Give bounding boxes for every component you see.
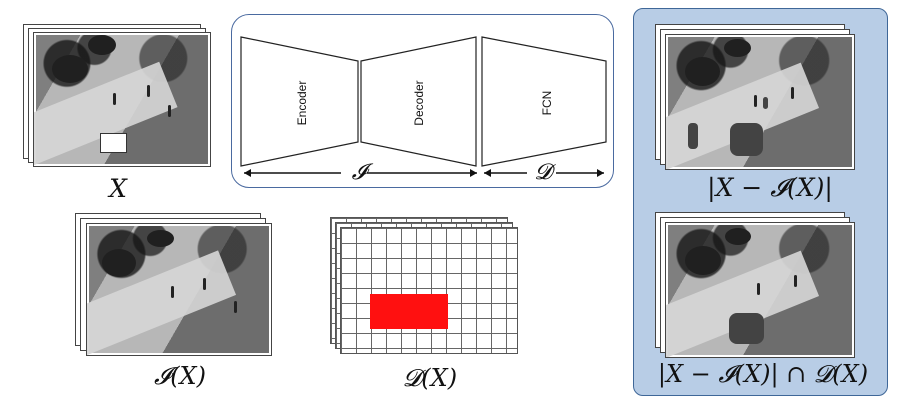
diff-person-2	[791, 87, 794, 99]
decision-map-stack	[330, 217, 520, 357]
person-1	[113, 93, 116, 105]
tree-2	[88, 35, 116, 55]
encoder-label: Encoder	[295, 80, 309, 126]
diff-red-mark-3	[763, 97, 768, 109]
i-arrow-head-right	[470, 169, 477, 177]
i-arrow-label: 𝓘	[351, 160, 367, 185]
decoder-label: Decoder	[412, 80, 426, 126]
d-arrow-head-left	[484, 169, 491, 177]
intersection-image-stack	[655, 212, 865, 362]
label-x: X	[109, 174, 127, 203]
input-image-frame	[33, 32, 211, 167]
intersection-person-2	[794, 275, 797, 287]
fcn-shape	[481, 36, 607, 167]
reconstructed-image-stack	[75, 213, 280, 360]
input-image-stack	[23, 24, 218, 169]
i-arrow-head-left	[244, 169, 251, 177]
intersection-person-1	[757, 283, 760, 295]
label-diff: |X − 𝓘(X)|	[707, 173, 833, 202]
label-dx: 𝓓(X)	[402, 364, 458, 392]
label-ix: 𝓘(X)	[153, 362, 207, 390]
decision-grid	[340, 227, 518, 354]
diff-red-mark-2	[730, 123, 763, 156]
recon-person-1	[171, 286, 174, 298]
vehicle	[100, 133, 127, 153]
diff-red-mark-1	[688, 123, 698, 149]
intersection-image-frame	[665, 222, 855, 358]
reconstructed-scene	[87, 226, 269, 355]
tree-1	[52, 55, 88, 83]
network-svg	[240, 36, 607, 177]
diff-tree-2	[724, 39, 751, 57]
diff-person-1	[754, 95, 757, 107]
person-3	[168, 105, 171, 117]
recon-tree-2	[147, 230, 174, 247]
recon-person-3	[234, 301, 237, 313]
decoder-shape	[360, 36, 477, 167]
reconstructed-image-frame	[86, 223, 272, 356]
difference-image-frame	[665, 34, 855, 170]
recon-tree-1	[102, 249, 136, 277]
recon-person-2	[203, 278, 206, 290]
intersection-red-mark	[729, 313, 764, 344]
fcn-label: FCN	[540, 90, 554, 116]
intersection-tree-1	[685, 246, 721, 275]
difference-scene	[666, 37, 852, 169]
difference-image-stack	[655, 24, 865, 174]
intersection-tree-2	[725, 228, 751, 245]
d-arrow-head-right	[597, 169, 604, 177]
encoder-shape	[240, 36, 359, 167]
label-intersection: |X − 𝓘(X)| ∩ 𝓓(X)	[657, 360, 869, 388]
input-scene	[34, 35, 208, 166]
d-arrow-label: 𝓓	[534, 160, 552, 185]
diff-tree-1	[685, 57, 720, 86]
person-2	[147, 85, 150, 97]
detection-region	[370, 294, 448, 329]
intersection-scene	[666, 225, 852, 357]
